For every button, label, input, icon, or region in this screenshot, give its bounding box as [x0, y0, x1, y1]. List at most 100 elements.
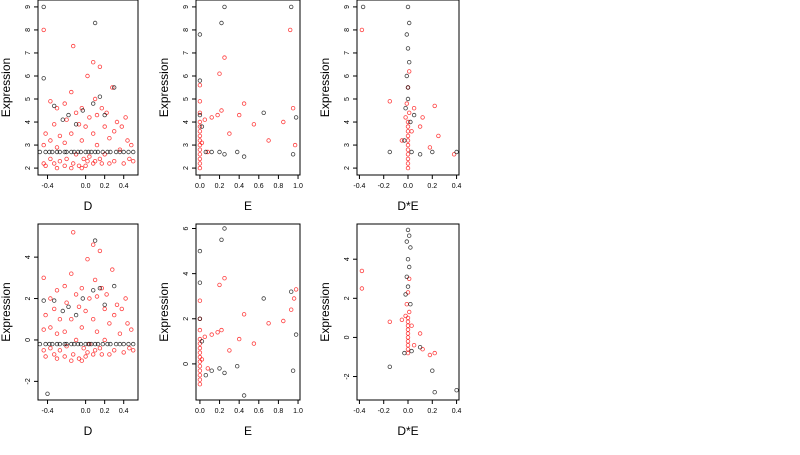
data-point: [197, 119, 203, 125]
y-tick-label: 3: [344, 143, 351, 147]
data-point: [97, 94, 103, 99]
data-point: [66, 112, 71, 118]
data-point: [222, 226, 227, 231]
y-tick-label: -2: [344, 373, 351, 379]
data-point: [219, 108, 224, 113]
data-point: [62, 101, 67, 106]
data-point: [217, 149, 222, 155]
data-point: [64, 341, 69, 347]
y-tick-label: -2: [25, 378, 32, 384]
data-point: [197, 152, 203, 157]
x-axis-label: D*E: [397, 424, 418, 438]
data-point: [50, 341, 55, 347]
data-point: [121, 161, 126, 166]
series-1: [197, 27, 298, 171]
data-point: [80, 108, 85, 113]
series-2: [360, 4, 459, 157]
data-point: [64, 156, 69, 162]
x-tick-label: 0.2: [215, 408, 225, 415]
data-point: [404, 239, 409, 244]
x-tick-label: 0.2: [427, 408, 437, 415]
x-tick-label: 0.2: [215, 183, 225, 190]
data-point: [241, 154, 247, 159]
data-point: [62, 341, 67, 347]
data-point: [411, 105, 417, 111]
data-point: [85, 350, 90, 355]
data-point: [209, 332, 214, 337]
data-point: [105, 149, 110, 155]
data-point: [41, 4, 46, 10]
data-point: [289, 307, 294, 312]
data-point: [92, 158, 98, 164]
y-tick-label: 3: [183, 143, 190, 147]
data-point: [387, 99, 392, 104]
scatter-panel-3: -0.4 -0.2 0.0 0.2 0.4 2 3 4 5 6 7 8 9 D*E Expression: [318, 0, 462, 213]
data-point: [121, 341, 126, 347]
data-point: [97, 286, 103, 291]
data-point: [57, 317, 63, 322]
data-point: [102, 112, 107, 118]
scatter-panel-5: 0.0 0.2 0.4 0.6 0.8 1.0 0 2 4 6 E Expression: [157, 223, 303, 438]
scatter-panel-2: 0.0 0.2 0.4 0.6 0.8 1.0 2 3 4 5 6 7 8 9 E Expression: [157, 0, 303, 213]
data-point: [85, 158, 90, 164]
data-point: [125, 321, 130, 326]
data-point: [405, 124, 411, 129]
plot-frame: [37, 0, 139, 176]
x-tick-label: 1.0: [293, 183, 303, 190]
data-point: [54, 149, 60, 155]
data-point: [102, 306, 107, 312]
y-tick-label: 2: [183, 166, 190, 170]
data-point: [70, 161, 76, 166]
data-point: [227, 131, 232, 136]
y-tick-label: 2: [25, 296, 32, 300]
x-tick-label: 0.0: [81, 183, 91, 190]
series-1: [41, 230, 136, 363]
data-point: [66, 304, 71, 309]
data-point: [73, 292, 79, 297]
data-point: [97, 346, 103, 351]
data-point: [241, 393, 247, 398]
data-point: [409, 323, 414, 328]
data-point: [60, 308, 65, 314]
data-point: [41, 298, 46, 303]
y-tick-label: 6: [183, 74, 190, 78]
data-point: [94, 142, 100, 148]
data-point: [62, 163, 67, 168]
data-point: [197, 298, 203, 303]
data-point: [197, 32, 203, 37]
data-point: [281, 318, 286, 324]
data-point: [454, 388, 459, 393]
data-point: [107, 135, 112, 141]
y-tick-label: 0: [344, 335, 351, 339]
y-tick-label: 4: [344, 120, 351, 124]
data-point: [64, 300, 69, 305]
y-tick-label: 2: [344, 166, 351, 170]
data-point: [217, 366, 222, 371]
data-point: [427, 352, 433, 358]
data-point: [404, 101, 409, 106]
data-point: [405, 147, 411, 152]
data-point: [266, 321, 271, 326]
data-point: [293, 115, 299, 120]
data-point: [57, 341, 63, 347]
data-point: [222, 370, 227, 376]
data-point: [79, 358, 84, 363]
data-point: [117, 147, 123, 152]
data-point: [197, 382, 203, 387]
data-point: [197, 377, 203, 382]
data-point: [48, 138, 53, 143]
data-point: [403, 313, 408, 319]
data-point: [100, 149, 105, 155]
data-point: [81, 156, 86, 162]
data-point: [92, 348, 98, 353]
data-point: [76, 122, 82, 127]
y-axis-label: Expression: [157, 282, 171, 341]
x-tick-label: -0.2: [378, 183, 390, 190]
data-point: [130, 158, 136, 164]
data-point: [197, 156, 203, 162]
data-point: [387, 364, 392, 369]
series-1: [197, 276, 299, 387]
data-point: [105, 341, 110, 347]
data-point: [54, 165, 60, 171]
data-point: [94, 294, 100, 299]
